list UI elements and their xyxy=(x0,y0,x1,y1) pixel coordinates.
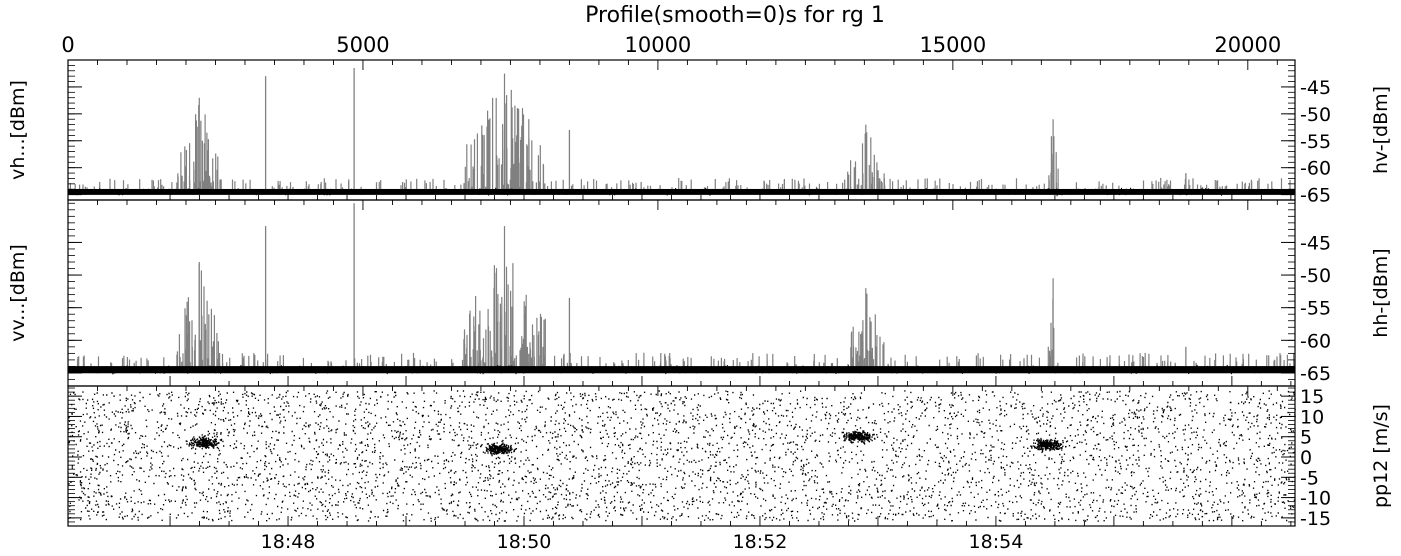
panel-frame xyxy=(67,385,1296,527)
xtick-label-top: 10000 xyxy=(624,33,691,57)
xtick-label-time: 18:54 xyxy=(969,531,1024,553)
ytick-label: -50 xyxy=(1300,265,1331,287)
ytick-label: -55 xyxy=(1300,131,1331,153)
ytick-label: -5 xyxy=(1300,467,1319,489)
xtick-label-time: 18:52 xyxy=(733,531,788,553)
ytick-label: 10 xyxy=(1300,406,1324,428)
echo-bursts xyxy=(76,226,1295,370)
ytick-label: 5 xyxy=(1300,427,1312,449)
ylabel-left: vv...[dBm] xyxy=(7,244,29,342)
ytick-label: -60 xyxy=(1300,158,1331,180)
xtick-label-top: 20000 xyxy=(1214,33,1281,57)
panel-frame xyxy=(67,59,1296,201)
chart-title: Profile(smooth=0)s for rg 1 xyxy=(585,3,885,28)
panel-vh-hv: -45 -50 -55 -60 -65 vh...[dBm] hv-[dBm] xyxy=(7,59,1392,207)
noise-floor-core xyxy=(68,366,1295,374)
ytick-label: 0 xyxy=(1300,447,1312,469)
ytick-label: -65 xyxy=(1300,185,1331,207)
panel-vv-hh: -45 -50 -55 -60 -65 vv...[dBm] hh-[dBm] xyxy=(7,199,1392,387)
xtick-label-top: 15000 xyxy=(919,33,986,57)
ylabel-left: vh...[dBm] xyxy=(7,80,29,180)
ytick-label: 15 xyxy=(1300,386,1324,408)
ylabel-right: hv-[dBm] xyxy=(1370,86,1392,174)
ytick-label: -15 xyxy=(1300,508,1331,530)
noise-floor-core xyxy=(68,188,1295,195)
velocity-points xyxy=(68,390,1296,522)
ytick-label: -50 xyxy=(1300,104,1331,126)
panel-frame xyxy=(67,199,1296,387)
ytick-label: -45 xyxy=(1300,232,1331,254)
xtick-label-top: 0 xyxy=(61,33,74,57)
ytick-label: -10 xyxy=(1300,488,1331,510)
ytick-label: -65 xyxy=(1300,363,1331,385)
ytick-label: -60 xyxy=(1300,330,1331,352)
ylabel-right: hh-[dBm] xyxy=(1370,248,1392,337)
echo-bursts xyxy=(69,73,1291,192)
xtick-label-time: 18:50 xyxy=(497,531,552,553)
ylabel-right: pp12 [m/s] xyxy=(1370,404,1392,508)
ytick-label: -45 xyxy=(1300,77,1331,99)
ytick-label: -55 xyxy=(1300,298,1331,320)
xtick-label-top: 5000 xyxy=(336,33,389,57)
xtick-label-time: 18:48 xyxy=(261,531,316,553)
